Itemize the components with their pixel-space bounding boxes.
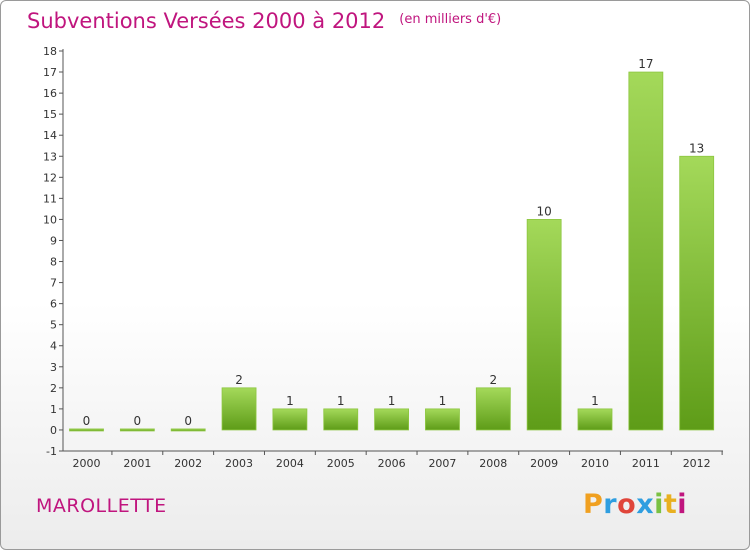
y-tick-label: 4: [50, 340, 57, 353]
data-label: 1: [337, 394, 345, 408]
y-tick-label: 5: [50, 319, 57, 332]
y-tick-label: 14: [43, 129, 57, 142]
y-tick-label: 1: [50, 403, 57, 416]
y-tick-label: 16: [43, 87, 57, 100]
chart-title: Subventions Versées 2000 à 2012: [27, 9, 386, 33]
y-tick-label: 17: [43, 66, 57, 79]
data-label: 0: [134, 414, 142, 428]
x-tick-label: 2005: [327, 457, 355, 470]
y-tick-label: 13: [43, 150, 57, 163]
logo-letter: i: [677, 489, 688, 520]
data-label: 0: [184, 414, 192, 428]
bar: [221, 387, 257, 431]
data-label: 1: [286, 394, 294, 408]
data-label: 13: [689, 141, 704, 155]
x-tick-label: 2004: [276, 457, 304, 470]
bar: [577, 408, 613, 431]
y-tick-label: -1: [46, 445, 57, 458]
bar: [475, 387, 511, 431]
x-tick-label: 2010: [581, 457, 609, 470]
title-block: Subventions Versées 2000 à 2012 (en milli…: [27, 9, 501, 33]
y-tick-label: 9: [50, 234, 57, 247]
bar: [526, 219, 562, 431]
bar: [272, 408, 308, 431]
data-label: 0: [83, 414, 91, 428]
bar: [69, 428, 104, 432]
logo-letter: o: [617, 489, 637, 520]
bar: [119, 428, 155, 432]
x-tick-label: 2003: [225, 457, 253, 470]
y-tick-label: 8: [50, 256, 57, 269]
logo-letter: t: [663, 489, 678, 520]
bar: [679, 155, 715, 431]
y-tick-label: 15: [43, 108, 57, 121]
data-label: 2: [235, 373, 243, 387]
y-tick-label: 3: [50, 361, 57, 374]
y-tick-label: 11: [43, 192, 57, 205]
data-label: 17: [638, 57, 653, 71]
data-label: 1: [591, 394, 599, 408]
logo-letter: P: [583, 489, 604, 520]
logo-letter: r: [603, 489, 618, 520]
data-label: 10: [537, 204, 552, 218]
data-label: 1: [388, 394, 396, 408]
bar: [374, 408, 410, 431]
y-tick-label: 12: [43, 171, 57, 184]
x-tick-label: 2009: [530, 457, 558, 470]
x-tick-label: 2007: [428, 457, 456, 470]
y-tick-label: 7: [50, 277, 57, 290]
x-tick-label: 2001: [123, 457, 151, 470]
x-tick-label: 2006: [378, 457, 406, 470]
x-tick-label: 2002: [174, 457, 202, 470]
y-tick-label: 10: [43, 213, 57, 226]
bar: [425, 408, 460, 431]
commune-name: MAROLLETTE: [36, 495, 167, 517]
y-tick-label: 6: [50, 298, 57, 311]
bar: [628, 71, 664, 431]
data-label: 2: [489, 373, 497, 387]
logo-letter: x: [636, 489, 655, 520]
x-tick-label: 2008: [479, 457, 507, 470]
y-tick-label: 0: [50, 424, 57, 437]
y-tick-label: 18: [43, 45, 57, 58]
bar: [170, 428, 206, 432]
y-tick-label: 2: [50, 382, 57, 395]
x-tick-label: 2000: [73, 457, 101, 470]
proxiti-logo: Proxiti: [583, 489, 687, 520]
x-tick-label: 2011: [632, 457, 660, 470]
bar: [323, 408, 359, 431]
logo-letter: i: [654, 489, 664, 520]
x-tick-label: 2012: [683, 457, 711, 470]
data-label: 1: [439, 394, 447, 408]
chart-subtitle: (en milliers d'€): [399, 12, 502, 27]
